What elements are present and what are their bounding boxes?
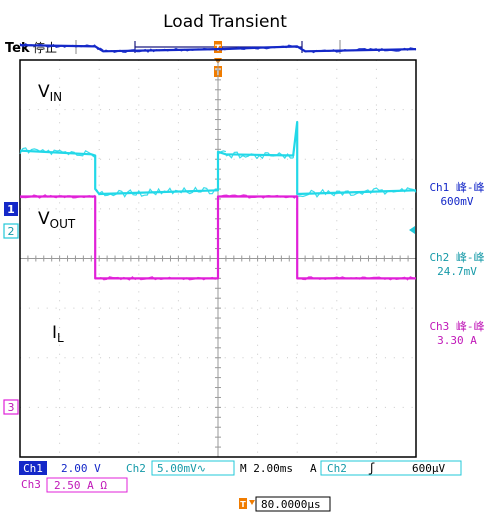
measurement-ch1-value: 600mV xyxy=(440,195,473,208)
measurement-ch2-label: Ch2 峰-峰 xyxy=(429,251,484,264)
ch1-badge: Ch1 xyxy=(23,462,43,475)
trigger-position-icon[interactable]: T xyxy=(214,41,222,54)
svg-text:3: 3 xyxy=(8,401,15,414)
ch1-scale: 2.00 V xyxy=(61,462,101,475)
measurement-ch3-label: Ch3 峰-峰 xyxy=(429,320,484,333)
measurement-ch2: Ch2 峰-峰 24.7mV xyxy=(429,251,484,278)
trigger-level-icon[interactable] xyxy=(409,226,415,234)
waveform-vin-noise xyxy=(19,43,417,54)
ch3-scale: 2.50 A Ω xyxy=(54,479,107,492)
measurement-ch1: Ch1 峰-峰 600mV xyxy=(429,181,484,208)
horizontal-position[interactable]: T 80.0000µs xyxy=(239,496,331,512)
measurement-ch2-value: 24.7mV xyxy=(437,265,477,278)
ch3-setting[interactable]: Ch3 2.50 A Ω xyxy=(21,477,128,493)
waveform-vout-noise xyxy=(19,122,417,198)
il-label: IL xyxy=(52,323,64,345)
trigger-mode: A xyxy=(310,462,317,475)
ch2-setting[interactable]: Ch2 5.00mV∿ xyxy=(126,460,235,476)
waveform-il-noise xyxy=(19,194,417,281)
waveform-il xyxy=(20,195,416,280)
time-offset-value: 80.0000µs xyxy=(261,498,321,511)
trigger-setting[interactable]: A Ch2 ʃ 600µV xyxy=(310,460,462,476)
brand-label: Tek xyxy=(5,41,30,56)
plot-frame xyxy=(19,59,417,458)
chart-title: Load Transient xyxy=(163,12,287,32)
svg-text:1: 1 xyxy=(7,203,15,216)
run-state-label: 停止 xyxy=(33,40,57,55)
ch1-setting[interactable]: Ch1 2.00 V xyxy=(19,461,101,475)
trigger-source: Ch2 xyxy=(327,462,347,475)
ch1-marker[interactable]: 1 xyxy=(4,202,18,216)
waveforms xyxy=(19,43,417,281)
trigger-offset-icon: T xyxy=(240,500,246,509)
vin-label: VIN xyxy=(38,82,62,104)
measurement-ch3: Ch3 峰-峰 3.30 A xyxy=(429,320,484,347)
timebase-setting[interactable]: M 2.00ms xyxy=(240,462,293,475)
ch3-marker[interactable]: 3 xyxy=(3,399,19,415)
trigger-level: 600µV xyxy=(412,462,445,475)
timebase-value: M 2.00ms xyxy=(240,462,293,475)
waveform-vout xyxy=(19,120,417,196)
vout-label: VOUT xyxy=(38,209,76,231)
svg-text:2: 2 xyxy=(8,225,15,238)
ch2-scale: 5.00mV∿ xyxy=(157,462,206,475)
ch2-marker[interactable]: 2 xyxy=(3,223,19,239)
ch3-badge: Ch3 xyxy=(21,478,41,491)
measurement-ch3-value: 3.30 A xyxy=(437,334,477,347)
ch2-badge: Ch2 xyxy=(126,462,146,475)
measurement-ch1-label: Ch1 峰-峰 xyxy=(429,181,484,194)
trigger-slope-icon: ʃ xyxy=(368,461,375,475)
